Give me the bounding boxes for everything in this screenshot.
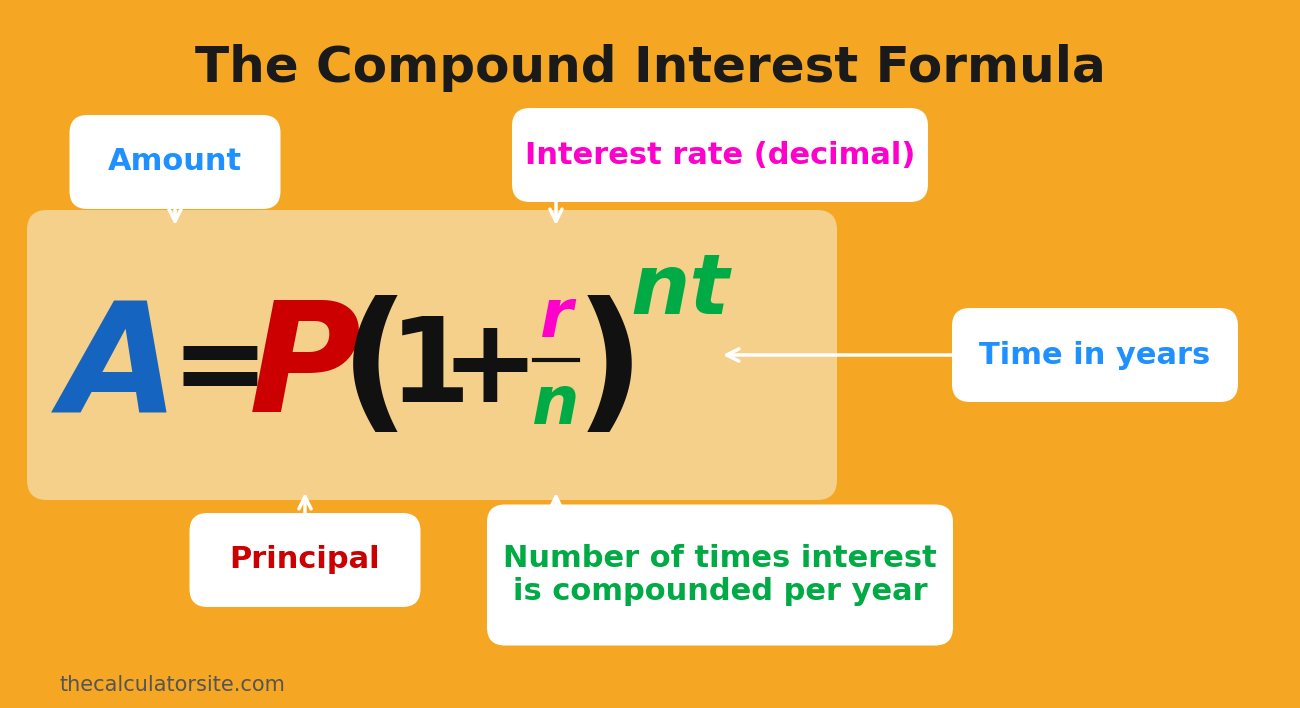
Text: Interest rate (decimal): Interest rate (decimal) bbox=[525, 140, 915, 169]
Text: Amount: Amount bbox=[108, 147, 242, 176]
FancyBboxPatch shape bbox=[190, 513, 420, 607]
Text: Number of times interest
is compounded per year: Number of times interest is compounded p… bbox=[503, 544, 937, 606]
FancyBboxPatch shape bbox=[27, 210, 837, 500]
Text: The Compound Interest Formula: The Compound Interest Formula bbox=[195, 44, 1105, 92]
FancyBboxPatch shape bbox=[69, 115, 281, 209]
Text: P: P bbox=[250, 295, 361, 445]
Text: A: A bbox=[61, 295, 179, 445]
Text: (: ( bbox=[341, 295, 410, 445]
Text: ): ) bbox=[575, 295, 645, 445]
Text: thecalculatorsite.com: thecalculatorsite.com bbox=[60, 675, 286, 695]
FancyBboxPatch shape bbox=[952, 308, 1238, 402]
Text: nt: nt bbox=[630, 249, 729, 331]
Text: Time in years: Time in years bbox=[979, 341, 1210, 370]
Text: n: n bbox=[532, 372, 580, 438]
FancyBboxPatch shape bbox=[512, 108, 928, 202]
Text: Principal: Principal bbox=[230, 545, 381, 574]
Text: =: = bbox=[170, 312, 269, 428]
Text: +: + bbox=[441, 312, 540, 428]
Text: r: r bbox=[540, 285, 572, 351]
FancyBboxPatch shape bbox=[488, 505, 953, 646]
Text: 1: 1 bbox=[389, 312, 471, 428]
